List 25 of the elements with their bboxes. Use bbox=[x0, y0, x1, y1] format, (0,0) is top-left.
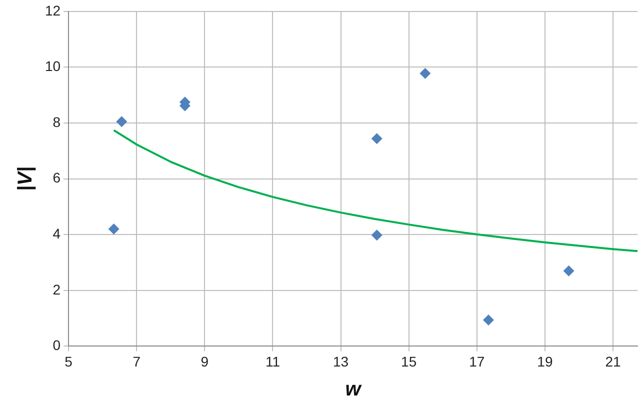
y-tick-label: 2 bbox=[52, 281, 61, 298]
x-tick-label: 21 bbox=[605, 353, 621, 370]
y-tick-label: 0 bbox=[52, 337, 61, 354]
y-tick-label: 4 bbox=[52, 225, 61, 242]
point bbox=[371, 230, 382, 241]
x-tick-label: 11 bbox=[265, 353, 280, 370]
x-tick-label: 5 bbox=[64, 353, 73, 370]
point bbox=[108, 224, 120, 235]
x-tick-label: 9 bbox=[200, 353, 209, 370]
x-tick-label: 7 bbox=[132, 353, 141, 370]
x-tick-label: 19 bbox=[537, 353, 553, 370]
point bbox=[371, 133, 382, 144]
point bbox=[482, 314, 494, 326]
y-tick-label: 12 bbox=[44, 2, 61, 18]
x-tick-label: 13 bbox=[332, 353, 349, 370]
y-tick-label: 8 bbox=[52, 114, 61, 130]
x-axis-title: w bbox=[345, 378, 362, 401]
x-tick-label: 15 bbox=[401, 353, 417, 370]
point bbox=[563, 265, 574, 276]
point bbox=[420, 68, 431, 79]
y-tick-label: 6 bbox=[52, 170, 61, 186]
y-tick-label: 10 bbox=[44, 58, 61, 74]
point bbox=[116, 116, 128, 128]
y-axis-title: |V| bbox=[14, 166, 37, 192]
x-tick-label: 17 bbox=[469, 353, 485, 370]
